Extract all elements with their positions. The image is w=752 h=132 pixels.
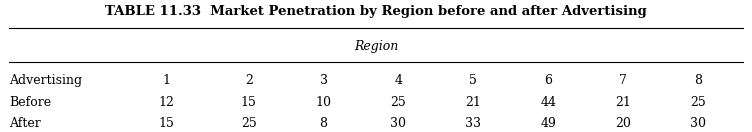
Text: 15: 15 <box>241 96 256 109</box>
Text: 6: 6 <box>544 74 552 87</box>
Text: 30: 30 <box>390 117 407 130</box>
Text: Advertising: Advertising <box>9 74 82 87</box>
Text: 4: 4 <box>395 74 402 87</box>
Text: 25: 25 <box>241 117 256 130</box>
Text: 25: 25 <box>690 96 706 109</box>
Text: 44: 44 <box>541 96 556 109</box>
Text: 7: 7 <box>620 74 627 87</box>
Text: Region: Region <box>354 40 398 53</box>
Text: 21: 21 <box>465 96 481 109</box>
Text: Before: Before <box>9 96 51 109</box>
Text: 2: 2 <box>244 74 253 87</box>
Text: 20: 20 <box>615 117 631 130</box>
Text: 1: 1 <box>162 74 170 87</box>
Text: 30: 30 <box>690 117 706 130</box>
Text: 3: 3 <box>320 74 328 87</box>
Text: 12: 12 <box>158 96 174 109</box>
Text: 8: 8 <box>694 74 702 87</box>
Text: After: After <box>9 117 41 130</box>
Text: 33: 33 <box>465 117 481 130</box>
Text: 8: 8 <box>320 117 328 130</box>
Text: TABLE 11.33  Market Penetration by Region before and after Advertising: TABLE 11.33 Market Penetration by Region… <box>105 5 647 18</box>
Text: 5: 5 <box>469 74 478 87</box>
Text: 21: 21 <box>615 96 631 109</box>
Text: 49: 49 <box>541 117 556 130</box>
Text: 10: 10 <box>316 96 332 109</box>
Text: 25: 25 <box>390 96 406 109</box>
Text: 15: 15 <box>158 117 174 130</box>
